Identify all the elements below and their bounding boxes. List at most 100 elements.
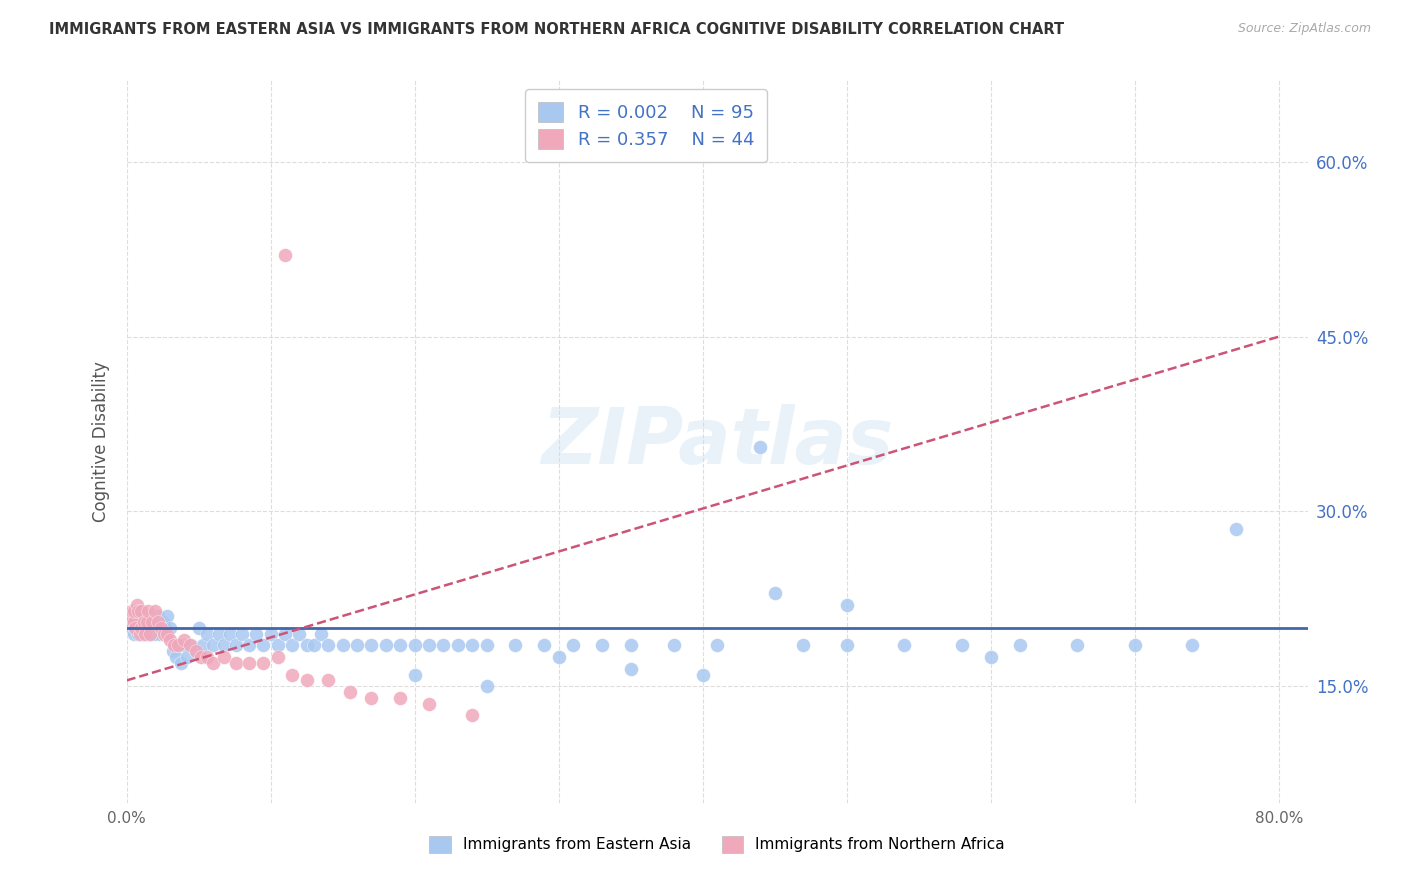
Point bbox=[267, 639, 290, 653]
Point bbox=[274, 248, 297, 262]
Point bbox=[173, 632, 195, 647]
Point bbox=[165, 650, 187, 665]
Point bbox=[225, 656, 247, 670]
Point bbox=[360, 690, 382, 705]
Point bbox=[129, 603, 152, 617]
Point bbox=[155, 621, 177, 635]
Text: ZIPatlas: ZIPatlas bbox=[541, 403, 893, 480]
Point bbox=[267, 650, 290, 665]
Point bbox=[162, 644, 184, 658]
Point bbox=[148, 615, 170, 630]
Point bbox=[129, 615, 152, 630]
Point bbox=[950, 639, 973, 653]
Point bbox=[128, 621, 150, 635]
Point bbox=[143, 621, 166, 635]
Point bbox=[281, 667, 304, 681]
Point bbox=[124, 621, 146, 635]
Point bbox=[475, 639, 498, 653]
Point bbox=[447, 639, 470, 653]
Point bbox=[620, 639, 643, 653]
Point bbox=[461, 639, 484, 653]
Point bbox=[201, 639, 224, 653]
Point bbox=[749, 441, 772, 455]
Point bbox=[141, 615, 163, 630]
Point bbox=[184, 644, 207, 658]
Point bbox=[404, 667, 426, 681]
Point bbox=[893, 639, 915, 653]
Point bbox=[143, 603, 166, 617]
Point bbox=[461, 708, 484, 723]
Point bbox=[389, 639, 412, 653]
Point bbox=[167, 639, 190, 653]
Point bbox=[274, 627, 297, 641]
Point bbox=[129, 621, 152, 635]
Point bbox=[135, 615, 157, 630]
Point bbox=[191, 639, 214, 653]
Legend: Immigrants from Eastern Asia, Immigrants from Northern Africa: Immigrants from Eastern Asia, Immigrants… bbox=[422, 829, 1012, 860]
Point bbox=[288, 627, 311, 641]
Point bbox=[309, 627, 332, 641]
Point bbox=[122, 615, 145, 630]
Point bbox=[159, 621, 181, 635]
Point bbox=[156, 609, 179, 624]
Point bbox=[129, 603, 152, 617]
Point bbox=[252, 656, 274, 670]
Point bbox=[187, 621, 209, 635]
Point bbox=[167, 639, 190, 653]
Point bbox=[432, 639, 454, 653]
Point bbox=[163, 639, 186, 653]
Point bbox=[374, 639, 396, 653]
Point bbox=[1123, 639, 1146, 653]
Point bbox=[706, 639, 728, 653]
Point bbox=[125, 598, 148, 612]
Text: IMMIGRANTS FROM EASTERN ASIA VS IMMIGRANTS FROM NORTHERN AFRICA COGNITIVE DISABI: IMMIGRANTS FROM EASTERN ASIA VS IMMIGRAN… bbox=[49, 22, 1064, 37]
Point bbox=[418, 697, 440, 711]
Point bbox=[156, 627, 179, 641]
Point bbox=[295, 639, 318, 653]
Y-axis label: Cognitive Disability: Cognitive Disability bbox=[91, 361, 110, 522]
Point bbox=[149, 627, 172, 641]
Point bbox=[127, 603, 149, 617]
Point bbox=[505, 639, 527, 653]
Point bbox=[219, 627, 242, 641]
Point bbox=[763, 586, 786, 600]
Point bbox=[1181, 639, 1204, 653]
Point bbox=[148, 609, 170, 624]
Point bbox=[1008, 639, 1031, 653]
Point bbox=[195, 650, 218, 665]
Point bbox=[238, 639, 260, 653]
Point bbox=[533, 639, 555, 653]
Point bbox=[136, 609, 159, 624]
Point bbox=[195, 627, 218, 641]
Point bbox=[475, 679, 498, 693]
Point bbox=[316, 639, 339, 653]
Point bbox=[214, 650, 236, 665]
Point bbox=[134, 627, 156, 641]
Point bbox=[346, 639, 368, 653]
Point bbox=[332, 639, 354, 653]
Point bbox=[138, 615, 160, 630]
Point bbox=[339, 685, 361, 699]
Point bbox=[201, 656, 224, 670]
Point bbox=[153, 627, 176, 641]
Point bbox=[404, 639, 426, 653]
Text: Source: ZipAtlas.com: Source: ZipAtlas.com bbox=[1237, 22, 1371, 36]
Point bbox=[302, 639, 325, 653]
Point bbox=[127, 627, 149, 641]
Point bbox=[562, 639, 585, 653]
Point bbox=[214, 639, 236, 653]
Point bbox=[259, 627, 281, 641]
Point bbox=[159, 632, 181, 647]
Point bbox=[835, 598, 858, 612]
Point bbox=[122, 603, 145, 617]
Point bbox=[179, 639, 201, 653]
Point bbox=[120, 621, 142, 635]
Point bbox=[138, 627, 160, 641]
Point bbox=[184, 644, 207, 658]
Point bbox=[125, 609, 148, 624]
Point bbox=[295, 673, 318, 688]
Point bbox=[122, 627, 145, 641]
Point bbox=[692, 667, 714, 681]
Point bbox=[128, 627, 150, 641]
Point bbox=[141, 621, 163, 635]
